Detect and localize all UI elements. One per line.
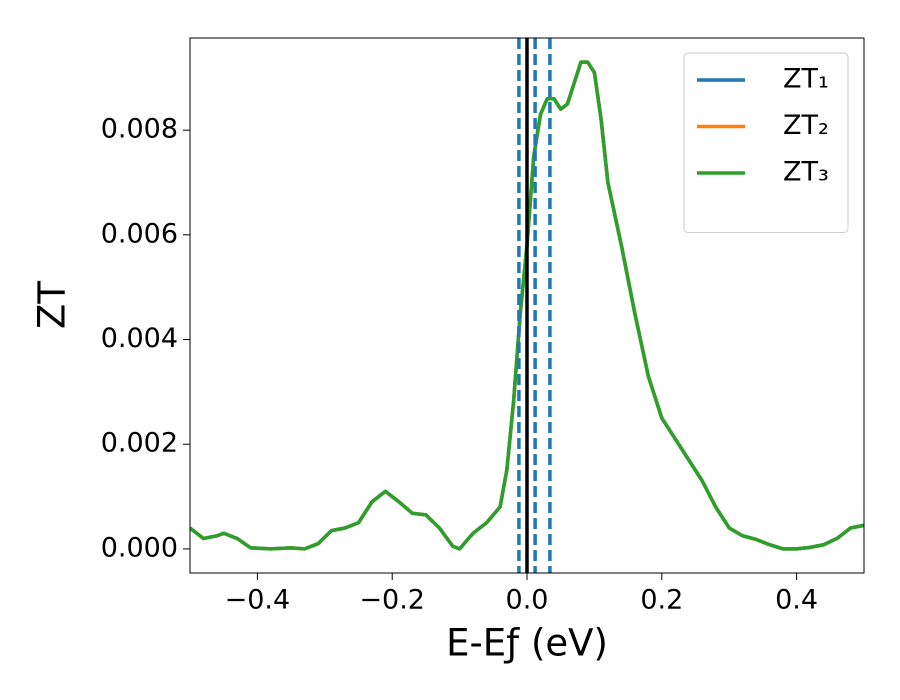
y-tick-label: 0.006 [101,218,178,249]
legend-box [683,52,849,233]
series-line [190,60,864,551]
plot-frame [189,37,865,574]
y-axis-label: ZT [31,281,74,329]
x-tick-label: −0.2 [359,585,425,616]
legend-label: ZT₃ [783,157,829,188]
x-tick-label: 0.0 [506,585,549,616]
y-tick-label: 0.000 [101,532,178,563]
legend-label: ZT₁ [783,64,829,95]
x-axis-label: E-Eƒ (eV) [446,622,608,665]
x-tick-label: −0.4 [225,585,291,616]
y-tick-label: 0.002 [101,428,178,459]
x-tick-label: 0.2 [640,585,683,616]
y-tick-label: 0.004 [101,323,178,354]
x-tick-label: 0.4 [775,585,818,616]
y-tick-label: 0.008 [101,114,178,145]
legend-label: ZT₂ [783,110,829,141]
